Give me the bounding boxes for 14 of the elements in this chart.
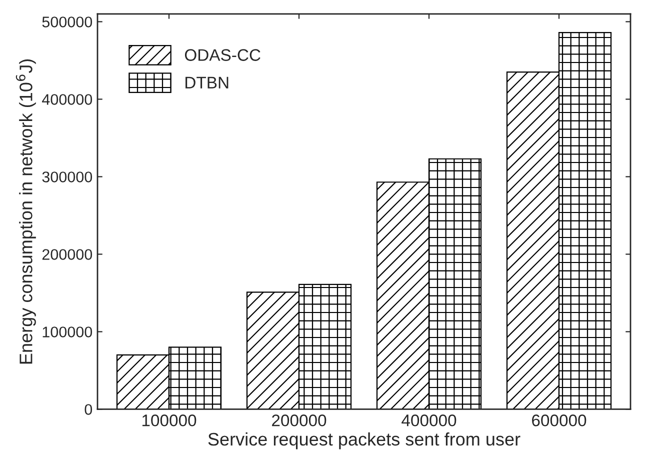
legend-label: ODAS-CC (184, 49, 260, 61)
x-axis-title: Service request packets sent from user (208, 432, 520, 450)
y-tick-label: 400000 (42, 94, 92, 105)
y-tick-label: 0 (84, 404, 92, 415)
y-tick-label: 500000 (42, 16, 92, 28)
x-tick-label: 400000 (402, 414, 456, 426)
x-tick-label: 600000 (532, 414, 586, 426)
y-tick-label: 100000 (42, 326, 92, 338)
y-axis-title: Energy consumption in network (10$^{6}$J) (16, 59, 36, 364)
x-tick-label: 100000 (142, 414, 196, 426)
y-tick-label: 300000 (42, 172, 92, 182)
x-tick-label: 200000 (272, 414, 326, 426)
legend-label: DTBN (186, 76, 228, 88)
y-tick-label: 200000 (42, 249, 92, 260)
